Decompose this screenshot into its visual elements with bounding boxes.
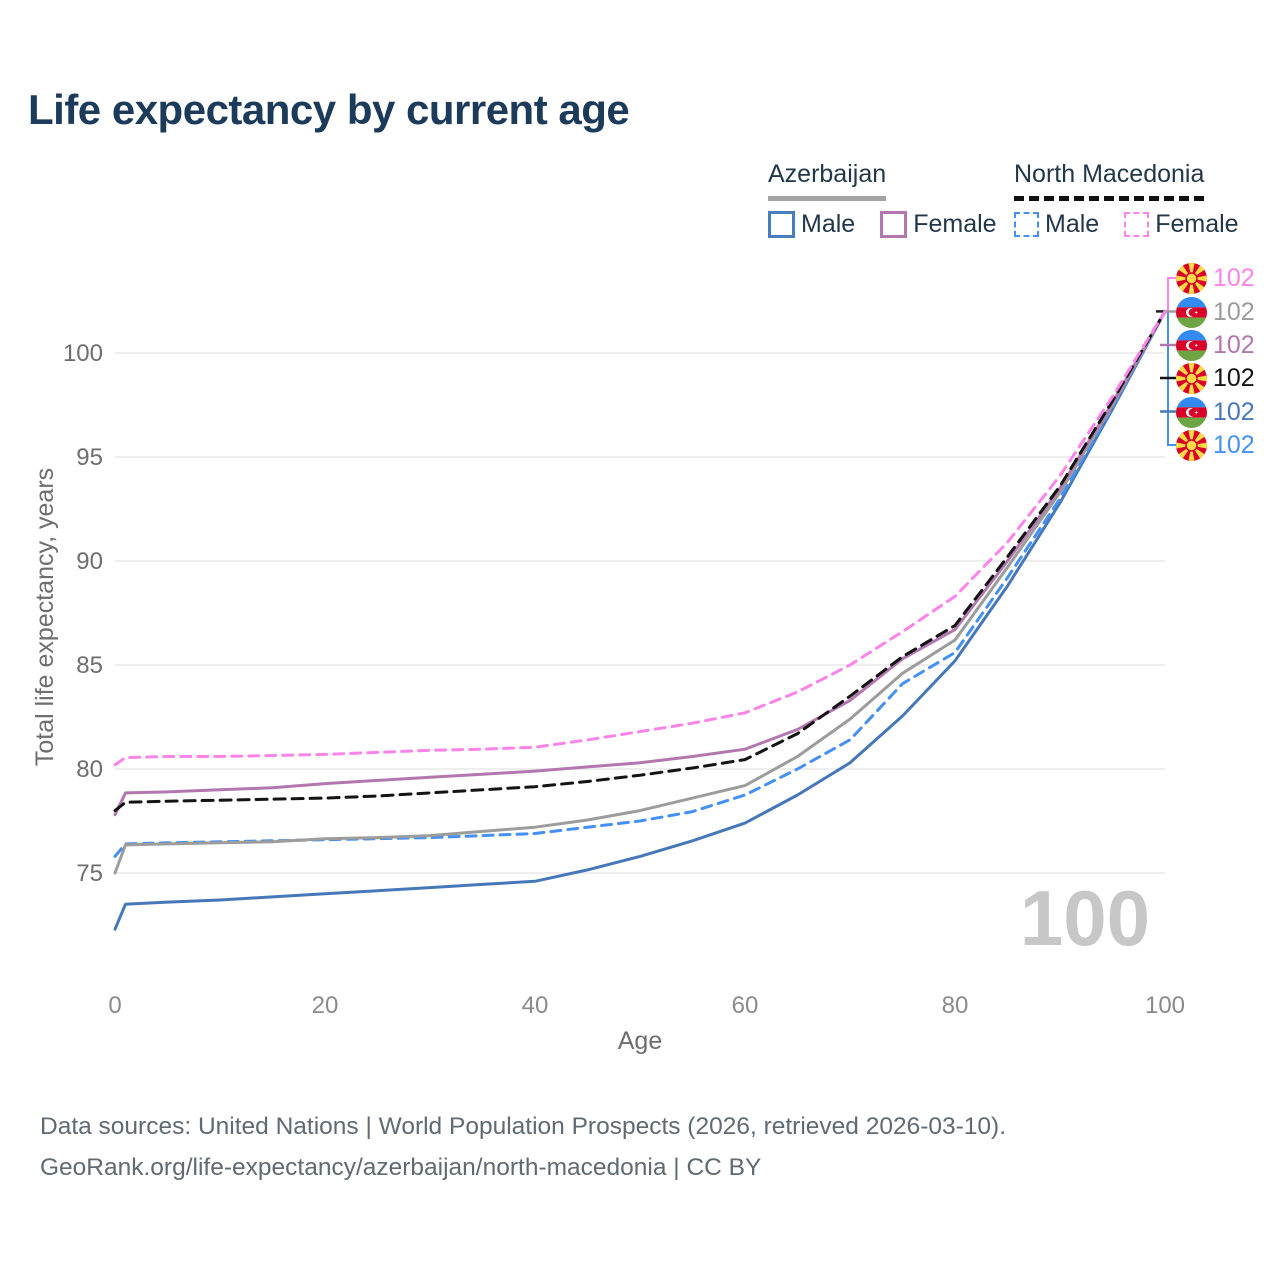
north-macedonia-male-swatch-icon (1014, 212, 1039, 237)
legend-item-azerbaijan-female[interactable]: Female (880, 210, 997, 239)
end-label-azerbaijan-female: 102 (1176, 329, 1255, 361)
y-tick-label-95: 95 (76, 444, 103, 471)
legend-header-azerbaijan[interactable]: Azerbaijan (768, 160, 887, 201)
end-label-north-macedonia-total: 102 (1176, 362, 1255, 394)
legend-item-label: Female (1155, 210, 1239, 238)
series-line-azerbaijan-male[interactable] (113, 309, 1167, 931)
north-macedonia-flag-icon (1176, 430, 1207, 461)
end-value: 102 (1213, 263, 1255, 292)
page-title: Life expectancy by current age (28, 86, 630, 133)
north-macedonia-flag-icon (1176, 363, 1207, 394)
end-label-azerbaijan-male: 102 (1176, 396, 1255, 428)
end-value: 102 (1213, 397, 1255, 426)
legend-item-label: Male (801, 210, 856, 238)
end-value: 102 (1213, 430, 1255, 459)
series-line-azerbaijan-azerbaijan[interactable] (113, 309, 1167, 875)
y-tick-label-85: 85 (76, 652, 103, 679)
legend-item-label: Male (1045, 210, 1100, 238)
leader-line-top (1167, 277, 1177, 312)
legend-group-azerbaijan: Azerbaijan Male Female (768, 160, 997, 239)
y-tick-label-80: 80 (76, 756, 103, 783)
end-value: 102 (1213, 363, 1255, 392)
azerbaijan-flag-icon (1176, 397, 1207, 428)
x-tick-label-60: 60 (732, 992, 759, 1019)
azerbaijan-male-swatch-icon (768, 211, 795, 238)
footer: Data sources: United Nations | World Pop… (40, 1106, 1006, 1188)
y-tick-label-100: 100 (63, 340, 103, 367)
azerbaijan-flag-icon (1176, 297, 1207, 328)
legend-item-north-macedonia-female[interactable]: Female (1124, 210, 1239, 239)
data-sources-line: Data sources: United Nations | World Pop… (40, 1113, 1007, 1140)
end-value: 102 (1213, 330, 1255, 359)
leader-line-bottom (1167, 311, 1177, 446)
x-tick-label-100: 100 (1145, 992, 1185, 1019)
x-tick-label-0: 0 (108, 992, 121, 1019)
series-line-north-macedonia-female[interactable] (113, 309, 1167, 767)
series-line-north-macedonia-north-macedonia[interactable] (113, 309, 1167, 813)
legend-item-north-macedonia-male[interactable]: Male (1014, 210, 1099, 239)
end-value: 102 (1213, 297, 1255, 326)
x-tick-label-40: 40 (522, 992, 549, 1019)
series-line-azerbaijan-female[interactable] (113, 309, 1167, 817)
attribution-line: GeoRank.org/life-expectancy/azerbaijan/n… (40, 1154, 762, 1181)
x-tick-label-20: 20 (312, 992, 339, 1019)
end-label-azerbaijan-total: 102 (1176, 296, 1255, 328)
azerbaijan-female-swatch-icon (880, 211, 908, 238)
north-macedonia-female-swatch-icon (1124, 212, 1150, 237)
azerbaijan-flag-icon (1176, 330, 1207, 361)
y-axis-title: Total life expectancy, years (31, 468, 59, 766)
end-label-north-macedonia-male: 102 (1176, 429, 1255, 461)
end-label-north-macedonia-female: 102 (1176, 262, 1255, 294)
x-axis-title: Age (618, 1027, 662, 1055)
age-counter-watermark: 100 (1020, 874, 1150, 962)
x-tick-label-80: 80 (942, 992, 969, 1019)
legend-item-azerbaijan-male[interactable]: Male (768, 210, 855, 239)
y-tick-label-75: 75 (76, 860, 103, 887)
y-tick-label-90: 90 (76, 548, 103, 575)
legend-item-label: Female (913, 210, 997, 238)
legend-header-north-macedonia[interactable]: North Macedonia (1014, 160, 1205, 201)
legend-group-north-macedonia: North Macedonia Male Female (1014, 160, 1239, 239)
north-macedonia-flag-icon (1176, 263, 1207, 294)
